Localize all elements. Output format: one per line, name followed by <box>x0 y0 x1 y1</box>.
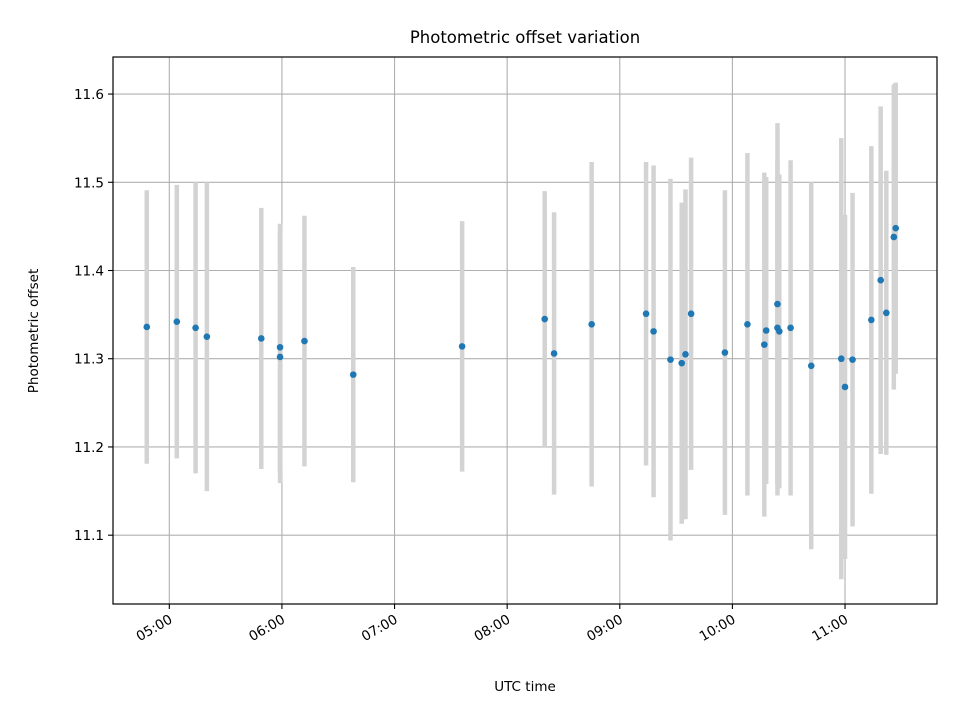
data-point <box>868 316 875 324</box>
data-point <box>678 359 686 367</box>
data-point <box>642 310 650 318</box>
y-axis-label: Photometric offset <box>26 269 42 393</box>
data-point <box>849 356 856 363</box>
data-point <box>761 341 768 348</box>
data-point <box>892 224 900 232</box>
data-point <box>550 350 558 357</box>
data-point <box>349 371 357 378</box>
data-point <box>877 276 884 284</box>
data-point <box>890 233 898 241</box>
y-tick-label: 11.4 <box>74 264 104 280</box>
data-point <box>173 318 181 325</box>
x-axis-label: UTC time <box>494 679 556 695</box>
y-tick-label: 11.1 <box>74 528 104 544</box>
data-point <box>301 337 308 345</box>
plot-frame <box>112 56 938 605</box>
data-point <box>721 349 729 356</box>
data-point <box>203 333 211 340</box>
data-point <box>807 362 815 370</box>
y-tick-label: 11.3 <box>74 352 104 368</box>
y-tick-label: 11.2 <box>74 440 104 456</box>
data-point <box>257 335 265 342</box>
data-point <box>682 351 689 358</box>
data-point <box>143 323 151 331</box>
data-point <box>667 356 674 363</box>
data-point <box>776 328 783 335</box>
data-point <box>774 300 781 308</box>
y-tick-label: 11.6 <box>74 87 104 103</box>
data-point <box>687 310 695 318</box>
data-point <box>883 309 890 317</box>
data-point <box>744 321 751 328</box>
data-point <box>787 324 794 332</box>
data-point <box>837 355 845 363</box>
data-point <box>541 315 549 323</box>
data-point <box>458 343 466 350</box>
data-point <box>762 327 770 334</box>
data-point <box>276 343 284 351</box>
data-point <box>650 328 657 335</box>
data-point <box>841 383 849 391</box>
data-point <box>276 353 284 361</box>
chart-title: Photometric offset variation <box>410 28 640 47</box>
data-points <box>143 224 900 391</box>
data-point <box>192 324 199 332</box>
y-tick-label: 11.5 <box>74 175 104 191</box>
grid-lines <box>113 57 937 604</box>
data-point <box>588 321 595 328</box>
